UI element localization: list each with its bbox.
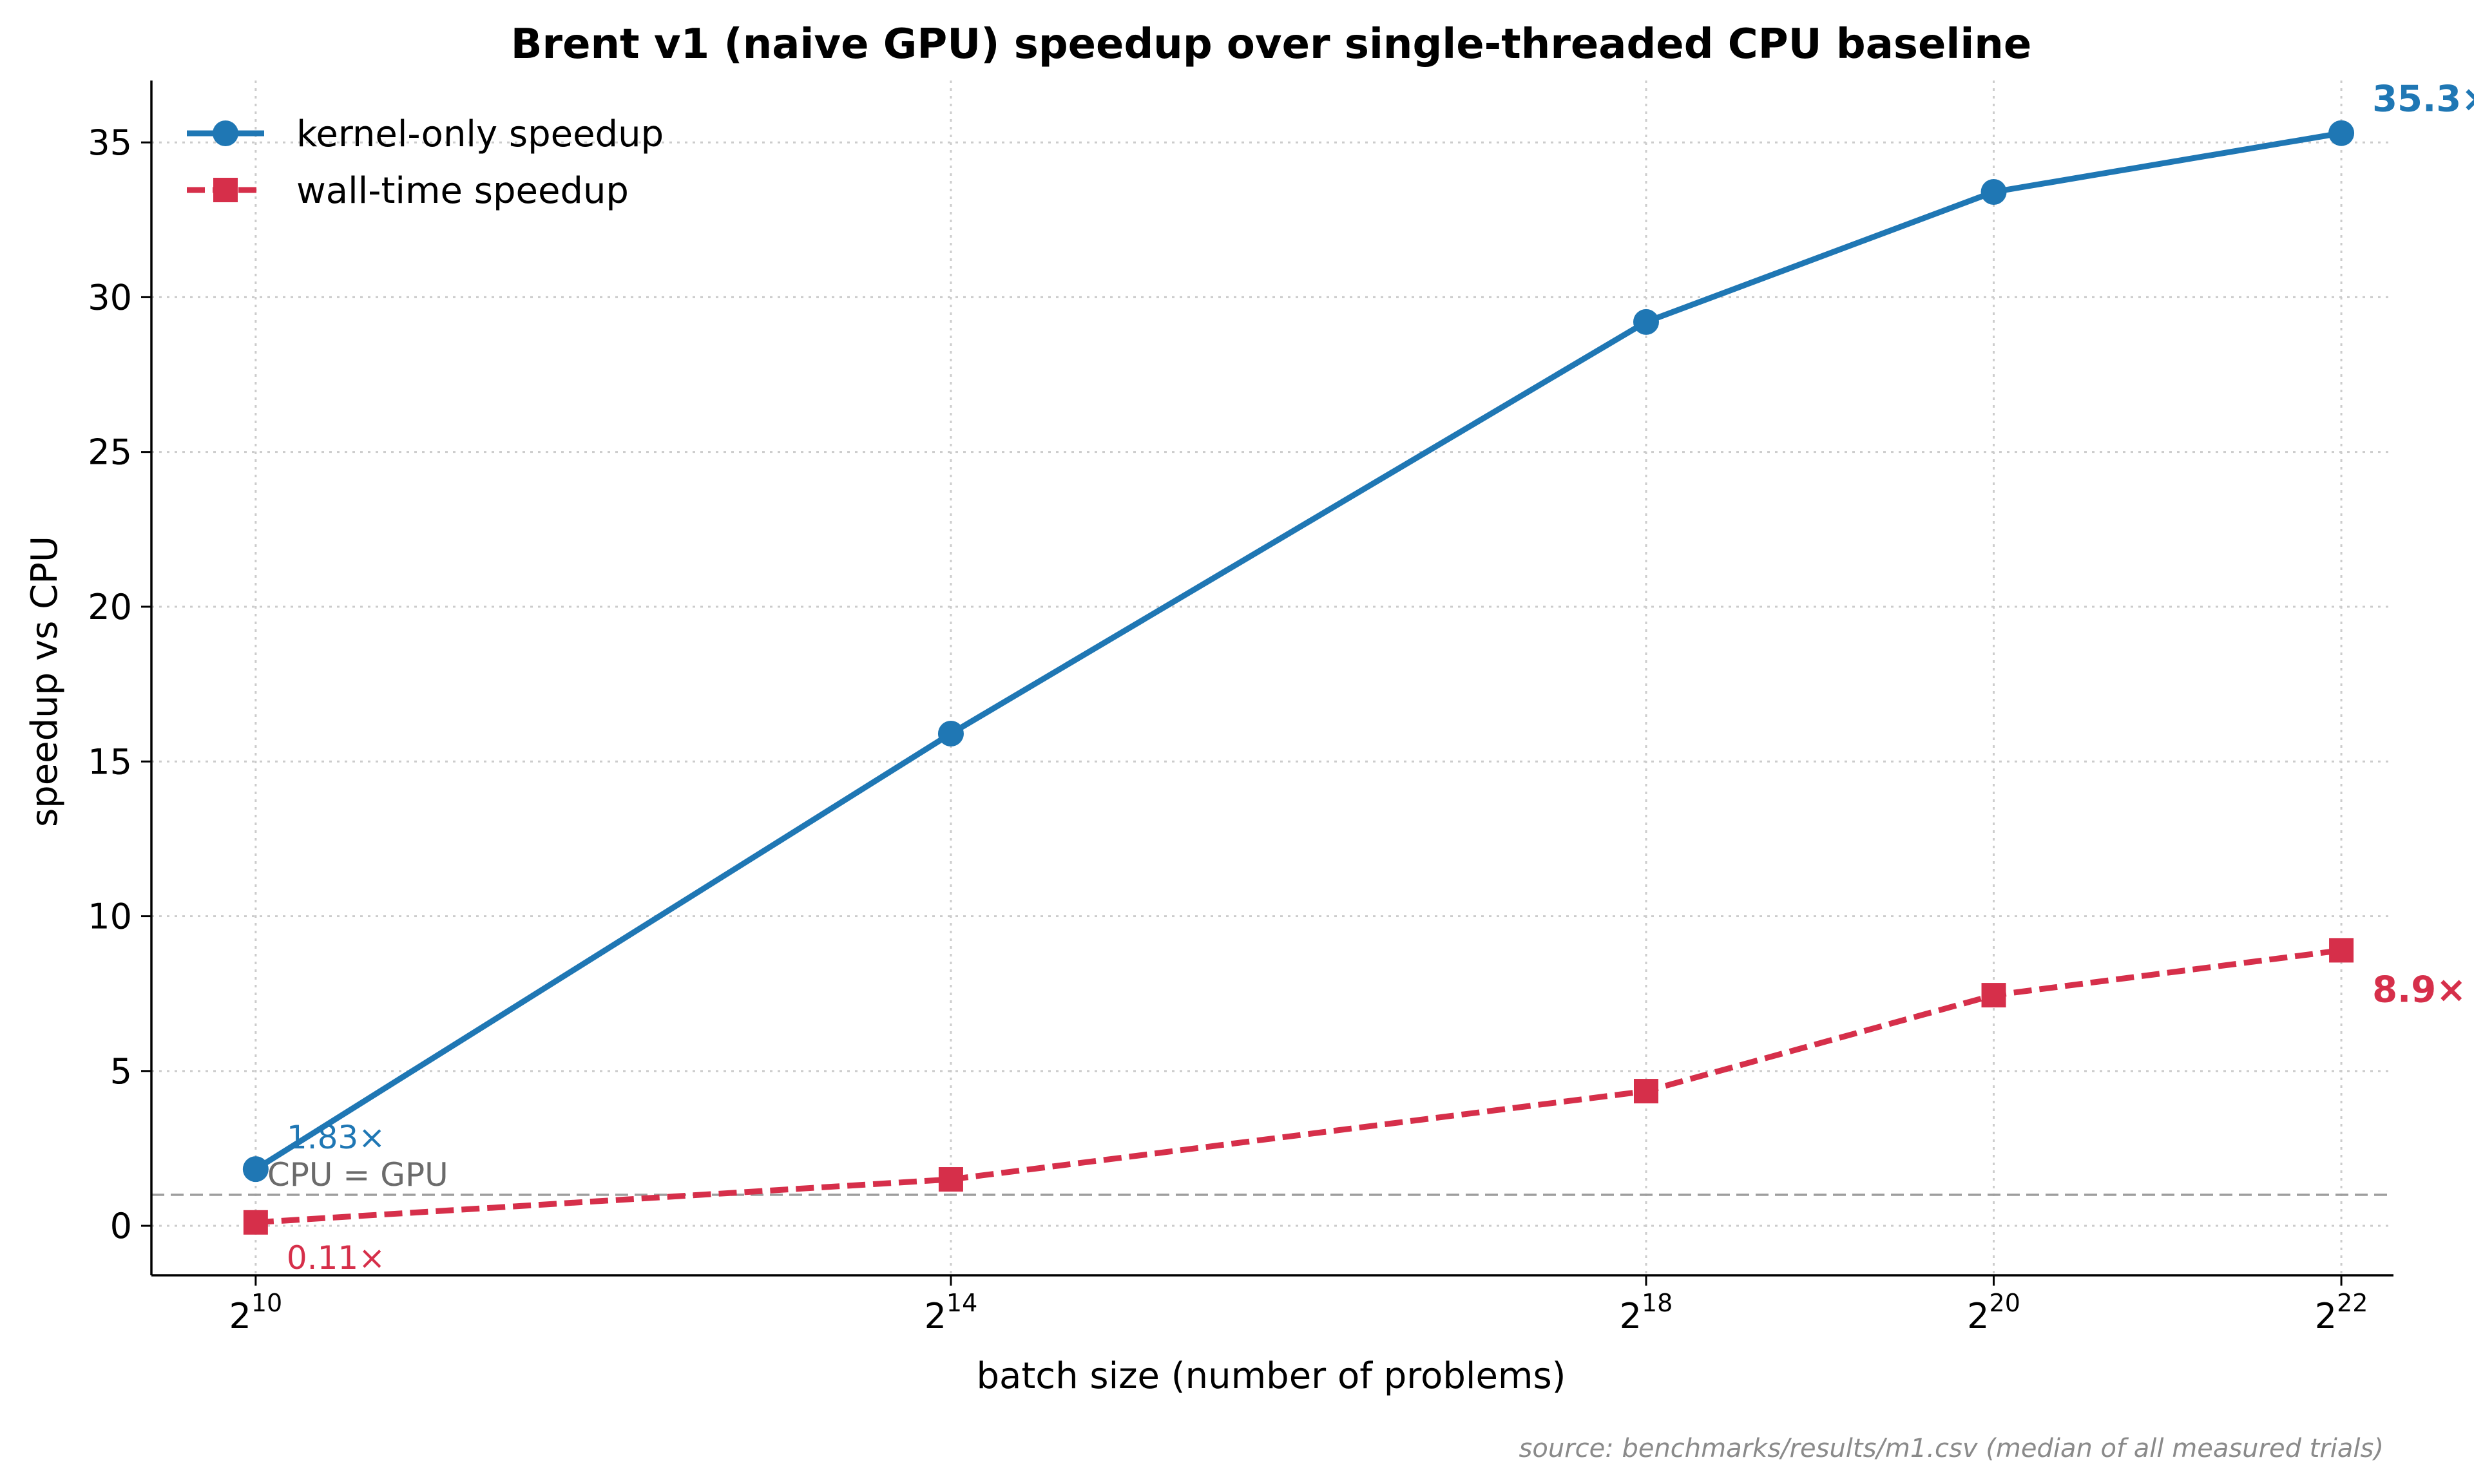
x-tick-exponent: 22 <box>2337 1289 2368 1317</box>
data-point-circle <box>242 1156 269 1183</box>
y-tick-label: 15 <box>88 741 132 782</box>
x-tick-label: 214 <box>925 1289 978 1337</box>
legend: kernel-only speedup wall-time speedup <box>187 113 664 212</box>
x-tick-base: 2 <box>1620 1296 1642 1337</box>
reference-line-group: CPU = GPU <box>151 1156 2393 1196</box>
series-line-0 <box>254 130 2342 1172</box>
x-tick-base: 2 <box>925 1296 946 1337</box>
source-note: source: benchmarks/results/m1.csv (media… <box>1519 1434 2384 1463</box>
data-point-square <box>2329 938 2354 963</box>
data-point-circle <box>937 721 964 747</box>
y-tick-label: 35 <box>88 122 132 163</box>
x-tick-exponent: 20 <box>1990 1289 2020 1317</box>
axes <box>141 81 2393 1286</box>
annotations: 1.83× 0.11× 35.3× 8.9× <box>287 79 2474 1277</box>
x-tick-label: 222 <box>2315 1289 2368 1337</box>
y-tick-label: 20 <box>88 587 132 627</box>
data-point-circle <box>2328 120 2355 146</box>
y-tick-label: 25 <box>88 432 132 473</box>
y-tick-label: 5 <box>110 1051 132 1092</box>
x-tick-label: 218 <box>1620 1289 1673 1337</box>
grid-lines <box>151 81 2393 1275</box>
data-point-square <box>1981 983 2006 1008</box>
x-tick-exponent: 18 <box>1642 1289 1673 1317</box>
x-tick-base: 2 <box>1967 1296 1989 1337</box>
data-point-circle <box>1980 179 2007 205</box>
legend-marker-circle <box>213 120 238 146</box>
x-tick-base: 2 <box>229 1296 251 1337</box>
legend-label-1: wall-time speedup <box>296 170 629 212</box>
data-point-circle <box>1633 309 1659 335</box>
data-point-square <box>243 1210 268 1235</box>
annotation-kernel-first: 1.83× <box>287 1119 385 1156</box>
y-tick-label: 0 <box>110 1206 132 1246</box>
x-tick-exponent: 10 <box>251 1289 282 1317</box>
x-axis-label: batch size (number of problems) <box>976 1355 1566 1397</box>
y-tick-label: 30 <box>88 277 132 318</box>
annotation-kernel-last: 35.3× <box>2372 79 2474 120</box>
x-tick-base: 2 <box>2315 1296 2337 1337</box>
legend-label-0: kernel-only speedup <box>296 113 664 155</box>
data-point-square <box>1634 1079 1658 1104</box>
series-group <box>242 120 2355 1235</box>
y-axis-label: speedup vs CPU <box>24 536 66 827</box>
chart-title: Brent v1 (naive GPU) speedup over single… <box>511 21 2032 68</box>
y-tick-label: 10 <box>88 897 132 937</box>
legend-marker-square <box>213 178 238 202</box>
reference-line-label: CPU = GPU <box>267 1156 448 1194</box>
x-tick-label: 220 <box>1967 1289 2020 1337</box>
annotation-wall-first: 0.11× <box>287 1239 385 1277</box>
data-point-square <box>938 1167 963 1192</box>
x-tick-exponent: 14 <box>946 1289 977 1317</box>
series-line-1 <box>255 947 2342 1226</box>
x-tick-label: 210 <box>229 1289 283 1337</box>
annotation-wall-last: 8.9× <box>2372 969 2466 1011</box>
